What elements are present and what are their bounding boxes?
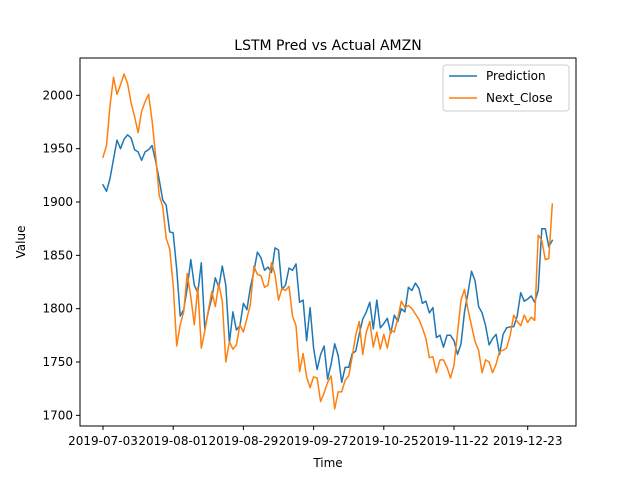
y-tick-label: 1850 xyxy=(42,248,73,262)
series-line-prediction xyxy=(101,134,554,384)
y-axis: 1700 1750 1800 1850 1900 1950 2000 xyxy=(42,88,80,422)
x-tick-label: 2019-08-01 xyxy=(138,434,208,448)
chart-title: LSTM Pred vs Actual AMZN xyxy=(234,38,421,54)
x-tick-label: 2019-08-29 xyxy=(209,434,279,448)
series-line-next-close xyxy=(102,73,554,410)
y-tick-label: 1700 xyxy=(42,408,73,422)
x-tick-label: 2019-11-22 xyxy=(419,434,489,448)
legend-label-prediction: Prediction xyxy=(486,69,546,83)
y-tick-label: 1950 xyxy=(42,142,73,156)
legend: Prediction Next_Close xyxy=(442,64,570,112)
legend-label-next-close: Next_Close xyxy=(486,91,553,105)
y-tick-label: 1800 xyxy=(42,302,73,316)
y-tick-label: 1900 xyxy=(42,195,73,209)
x-tick-label: 2019-10-25 xyxy=(349,434,419,448)
x-axis-label: Time xyxy=(312,456,342,470)
plot-frame xyxy=(79,57,577,427)
x-axis: 2019-07-03 2019-08-01 2019-08-29 2019-09-27… xyxy=(68,426,563,448)
x-tick-label: 2019-12-23 xyxy=(493,434,563,448)
series-layer xyxy=(101,73,554,410)
x-tick-label: 2019-07-03 xyxy=(68,434,138,448)
x-tick-label: 2019-09-27 xyxy=(279,434,349,448)
y-tick-label: 2000 xyxy=(42,88,73,102)
y-tick-label: 1750 xyxy=(42,355,73,369)
y-axis-label: Value xyxy=(14,226,28,259)
